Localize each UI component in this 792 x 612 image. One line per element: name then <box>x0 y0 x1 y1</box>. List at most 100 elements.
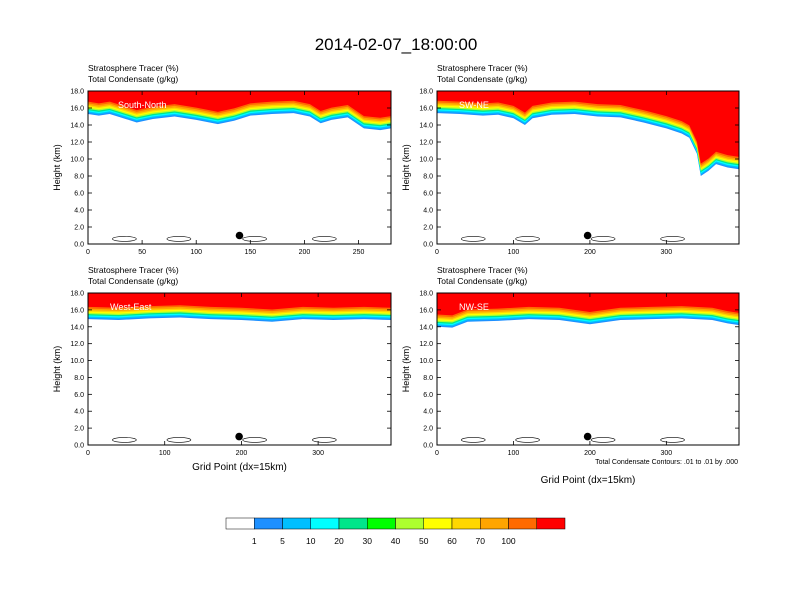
x-tick-label: 300 <box>661 450 673 457</box>
x-tick-label: 300 <box>661 249 673 256</box>
x-tick-label: 0 <box>435 249 439 256</box>
y-tick-label: 14.0 <box>70 324 84 331</box>
colorbar-label: 10 <box>306 536 316 546</box>
panel-frame <box>436 292 740 446</box>
panel-content <box>437 91 739 242</box>
y-tick-label: 16.0 <box>419 106 433 113</box>
y-tick-label: 10.0 <box>70 157 84 164</box>
y-tick-label: 2.0 <box>74 426 84 433</box>
y-tick-label: 8.0 <box>423 375 433 382</box>
y-tick-label: 8.0 <box>74 174 84 181</box>
colorbar-swatch <box>423 517 453 530</box>
y-tick-label: 8.0 <box>74 375 84 382</box>
x-tick-label: 100 <box>159 450 171 457</box>
condensate-contour <box>112 437 137 443</box>
colorbar-swatch <box>480 517 509 530</box>
y-tick-label: 14.0 <box>419 324 433 331</box>
y-axis-label: Height (km) <box>52 144 62 191</box>
panels: 0.0 2.0 4.0 6.0 8.0 10.0 12.0 14.0 16.0 18.0 0 50 10… <box>52 63 740 486</box>
panel-header-condensate: Total Condensate (g/kg) <box>437 74 527 84</box>
x-axis-label: Grid Point (dx=15km) <box>192 462 287 473</box>
y-tick-label: 2.0 <box>423 426 433 433</box>
contour-note: Total Condensate Contours: .01 to .01 by… <box>595 459 738 466</box>
y-tick-label: 12.0 <box>70 140 84 147</box>
colorbar-label: 30 <box>363 536 373 546</box>
colorbar: 1 5 10 20 30 40 50 60 70 100 <box>225 517 566 546</box>
y-tick-label: 8.0 <box>423 174 433 181</box>
y-tick-label: 10.0 <box>419 157 433 164</box>
tracer-band-10 <box>437 91 739 164</box>
y-tick-label: 2.0 <box>423 225 433 232</box>
y-axis-label: Height (km) <box>401 144 411 191</box>
y-tick-label: 18.0 <box>70 89 84 96</box>
x-tick-label: 50 <box>138 249 146 256</box>
colorbar-swatch <box>395 517 424 530</box>
colorbar-label: 70 <box>476 536 486 546</box>
y-tick-label: 18.0 <box>419 89 433 96</box>
y-tick-label: 18.0 <box>70 291 84 298</box>
tracer-band-10 <box>437 293 739 316</box>
y-tick-label: 12.0 <box>419 140 433 147</box>
x-tick-label: 100 <box>508 249 520 256</box>
panel-direction-label: SW-NE <box>459 100 489 110</box>
panel-sw-ne: 0.0 2.0 4.0 6.0 8.0 10.0 12.0 14.0 16.0 18.0 0 100 2… <box>401 63 740 256</box>
y-tick-label: 2.0 <box>74 225 84 232</box>
panel-header-condensate: Total Condensate (g/kg) <box>88 276 178 286</box>
colorbar-swatch <box>282 517 311 530</box>
panel-header-condensate: Total Condensate (g/kg) <box>88 74 178 84</box>
y-tick-label: 6.0 <box>423 191 433 198</box>
colorbar-label: 5 <box>280 536 285 546</box>
colorbar-swatch <box>508 517 537 530</box>
location-marker <box>235 231 244 240</box>
panel-direction-label: South-North <box>118 100 167 110</box>
condensate-contour <box>242 437 267 443</box>
condensate-contour <box>242 236 267 242</box>
x-tick-label: 200 <box>299 249 311 256</box>
colorbar-swatch <box>310 517 340 530</box>
condensate-contour <box>660 236 685 242</box>
y-tick-label: 12.0 <box>70 341 84 348</box>
condensate-contour <box>112 236 137 242</box>
panel-frame <box>87 90 392 245</box>
colorbar-swatch <box>367 517 396 530</box>
condensate-contour <box>312 236 337 242</box>
y-tick-label: 12.0 <box>419 341 433 348</box>
condensate-contour <box>660 437 685 443</box>
y-tick-label: 0.0 <box>74 443 84 450</box>
colorbar-swatch <box>254 517 283 530</box>
x-tick-label: 100 <box>508 450 520 457</box>
y-tick-label: 4.0 <box>423 208 433 215</box>
x-tick-label: 0 <box>86 450 90 457</box>
colorbar-swatch <box>225 517 255 530</box>
location-marker <box>235 432 243 441</box>
x-tick-label: 200 <box>236 450 248 457</box>
panel-south-north: 0.0 2.0 4.0 6.0 8.0 10.0 12.0 14.0 16.0 18.0 0 50 10… <box>52 63 392 256</box>
panel-nw-se: 0.0 2.0 4.0 6.0 8.0 10.0 12.0 14.0 16.0 18.0 0 100 2… <box>401 265 740 486</box>
y-tick-label: 14.0 <box>70 123 84 130</box>
colorbar-label: 20 <box>334 536 344 546</box>
location-marker <box>583 432 592 441</box>
y-axis-label: Height (km) <box>52 346 62 393</box>
y-tick-label: 4.0 <box>74 409 84 416</box>
x-axis-label: Grid Point (dx=15km) <box>541 475 636 486</box>
colorbar-label: 50 <box>419 536 429 546</box>
y-tick-label: 6.0 <box>423 392 433 399</box>
panel-content <box>437 293 739 443</box>
condensate-contour <box>166 437 192 443</box>
y-tick-label: 10.0 <box>419 358 433 365</box>
condensate-contour <box>460 437 486 443</box>
y-tick-label: 0.0 <box>74 242 84 249</box>
panel-header-tracer: Stratosphere Tracer (%) <box>88 265 179 275</box>
y-tick-label: 0.0 <box>423 242 433 249</box>
panel-content <box>88 91 391 242</box>
y-axis-label: Height (km) <box>401 346 411 393</box>
panel-west-east: 0.0 2.0 4.0 6.0 8.0 10.0 12.0 14.0 16.0 18.0 0 100 2… <box>52 265 392 473</box>
panel-header-tracer: Stratosphere Tracer (%) <box>88 63 179 73</box>
panel-direction-label: NW-SE <box>459 302 489 312</box>
y-tick-label: 14.0 <box>419 123 433 130</box>
condensate-contour <box>460 236 486 242</box>
y-tick-label: 6.0 <box>74 392 84 399</box>
x-tick-label: 200 <box>584 450 596 457</box>
y-tick-label: 4.0 <box>423 409 433 416</box>
